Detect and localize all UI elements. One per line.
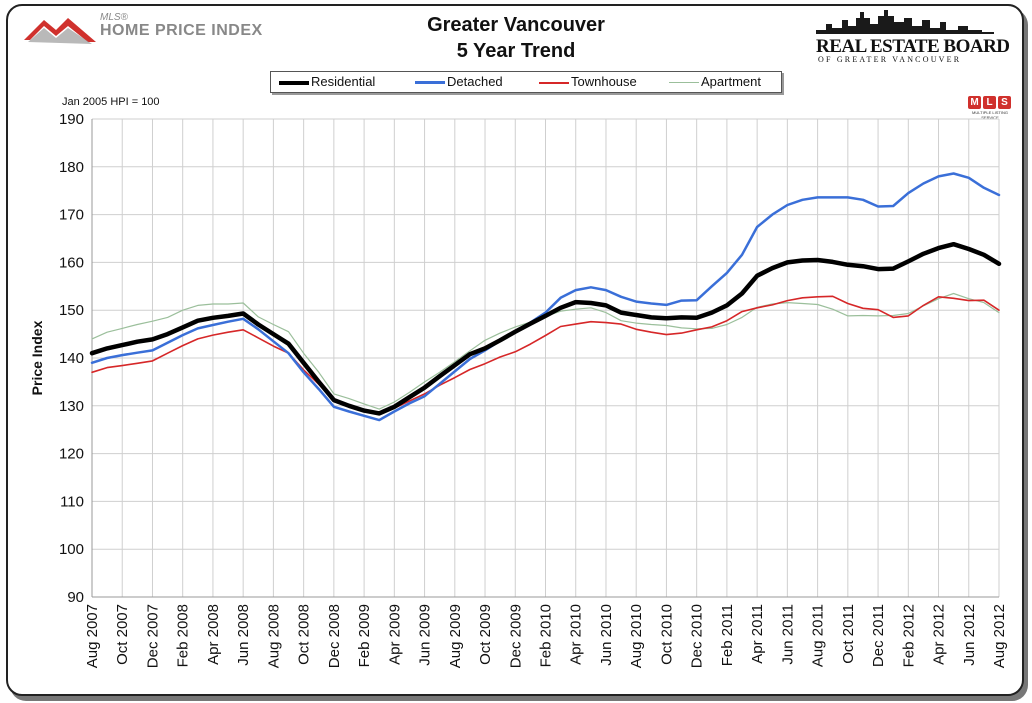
house-roof-icon <box>24 18 96 44</box>
x-tick-label: Apr 2011 <box>749 604 766 664</box>
base-index-note: Jan 2005 HPI = 100 <box>62 96 160 108</box>
x-tick-label: Aug 2007 <box>84 604 101 668</box>
mls-letter-s: S <box>998 96 1011 109</box>
x-tick-label: Oct 2011 <box>840 604 857 664</box>
x-tick-label: Oct 2007 <box>114 604 131 665</box>
chart-legend: Residential Detached Townhouse Apartment <box>270 71 782 93</box>
x-tick-label: Feb 2011 <box>719 604 736 666</box>
x-tick-label: Apr 2010 <box>568 604 585 665</box>
x-tick-label: Dec 2007 <box>144 604 161 668</box>
x-tick-label: Aug 2010 <box>628 604 645 668</box>
x-tick-label: Aug 2008 <box>265 604 282 668</box>
x-tick-label: Jun 2011 <box>779 604 796 665</box>
mls-badge-logo: M L S MULTIPLE LISTING SERVICE <box>966 96 1014 120</box>
x-tick-label: Aug 2009 <box>447 604 464 668</box>
y-tick-label: 90 <box>67 589 84 606</box>
city-skyline-icon <box>816 10 994 34</box>
series-line-residential <box>89 241 1002 416</box>
legend-label-apartment: Apartment <box>701 74 761 89</box>
y-tick-label: 110 <box>60 493 84 510</box>
x-tick-label: Dec 2009 <box>507 604 524 668</box>
x-tick-label: Feb 2012 <box>900 604 917 667</box>
logo-hpi-text: HOME PRICE INDEX <box>100 22 263 39</box>
x-tick-label: Jun 2012 <box>961 604 978 666</box>
grid-layer <box>91 118 1000 598</box>
x-tick-label: Feb 2008 <box>175 604 192 667</box>
mls-subtext: MULTIPLE LISTING SERVICE <box>972 110 1008 120</box>
mls-letter-l: L <box>983 96 996 109</box>
chart-title-line2: 5 Year Trend <box>456 40 576 62</box>
x-tick-label: Oct 2009 <box>477 604 494 665</box>
y-tick-label: 180 <box>59 159 84 176</box>
y-tick-label: 160 <box>59 254 84 271</box>
y-tick-label: 100 <box>59 541 84 558</box>
y-tick-label: 150 <box>59 302 84 319</box>
series-layer <box>89 172 1002 422</box>
logo-mls-text: MLS® <box>100 12 128 23</box>
x-tick-label: Apr 2012 <box>931 604 948 665</box>
board-name-line2: OF GREATER VANCOUVER <box>818 55 962 64</box>
legend-item-residential: Residential <box>279 72 375 92</box>
x-tick-label: Jun 2008 <box>235 604 252 666</box>
legend-item-townhouse: Townhouse <box>539 72 637 92</box>
mls-letter-m: M <box>968 96 981 109</box>
real-estate-board-logo: REAL ESTATE BOARD OF GREATER VANCOUVER <box>812 8 1010 68</box>
series-line-townhouse <box>91 295 1000 416</box>
legend-item-detached: Detached <box>415 72 503 92</box>
y-tick-label: 130 <box>59 398 84 415</box>
legend-label-detached: Detached <box>447 74 503 89</box>
y-tick-label: 170 <box>59 207 84 224</box>
x-tick-label: Jun 2010 <box>598 604 615 666</box>
legend-label-residential: Residential <box>311 74 376 89</box>
mls-hpi-logo: MLS® HOME PRICE INDEX <box>22 12 282 46</box>
y-tick-label: 140 <box>59 350 84 367</box>
x-tick-label: Dec 2008 <box>326 604 343 668</box>
x-tick-label: Apr 2009 <box>386 604 403 665</box>
y-tick-label: 190 <box>59 111 84 128</box>
x-tick-label: Dec 2010 <box>689 604 706 668</box>
legend-swatch-townhouse <box>539 81 569 84</box>
legend-swatch-residential <box>279 80 309 85</box>
x-tick-label: Feb 2010 <box>538 604 555 667</box>
board-name-line1: REAL ESTATE BOARD <box>816 36 1010 57</box>
x-tick-label: Dec 2011 <box>870 604 887 667</box>
x-tick-label: Aug 2011 <box>810 604 827 667</box>
x-tick-label: Aug 2012 <box>991 604 1008 668</box>
x-tick-label: Oct 2010 <box>658 604 675 665</box>
legend-label-townhouse: Townhouse <box>571 74 637 89</box>
y-tick-label: 120 <box>59 446 84 463</box>
chart-title-line1: Greater Vancouver <box>427 14 605 36</box>
legend-swatch-apartment <box>669 82 699 84</box>
x-tick-label: Feb 2009 <box>356 604 373 667</box>
legend-item-apartment: Apartment <box>669 72 761 92</box>
x-tick-label: Apr 2008 <box>205 604 222 665</box>
axis-layer: 90 100 110 120 130 140 150 160 170 180 190 Aug 2007… <box>59 111 1008 668</box>
legend-swatch-detached <box>415 81 445 85</box>
series-line-detached <box>90 172 1001 422</box>
x-tick-label: Jun 2009 <box>417 604 434 666</box>
y-axis-label: Price Index <box>29 320 45 395</box>
x-tick-label: Oct 2008 <box>296 604 313 665</box>
